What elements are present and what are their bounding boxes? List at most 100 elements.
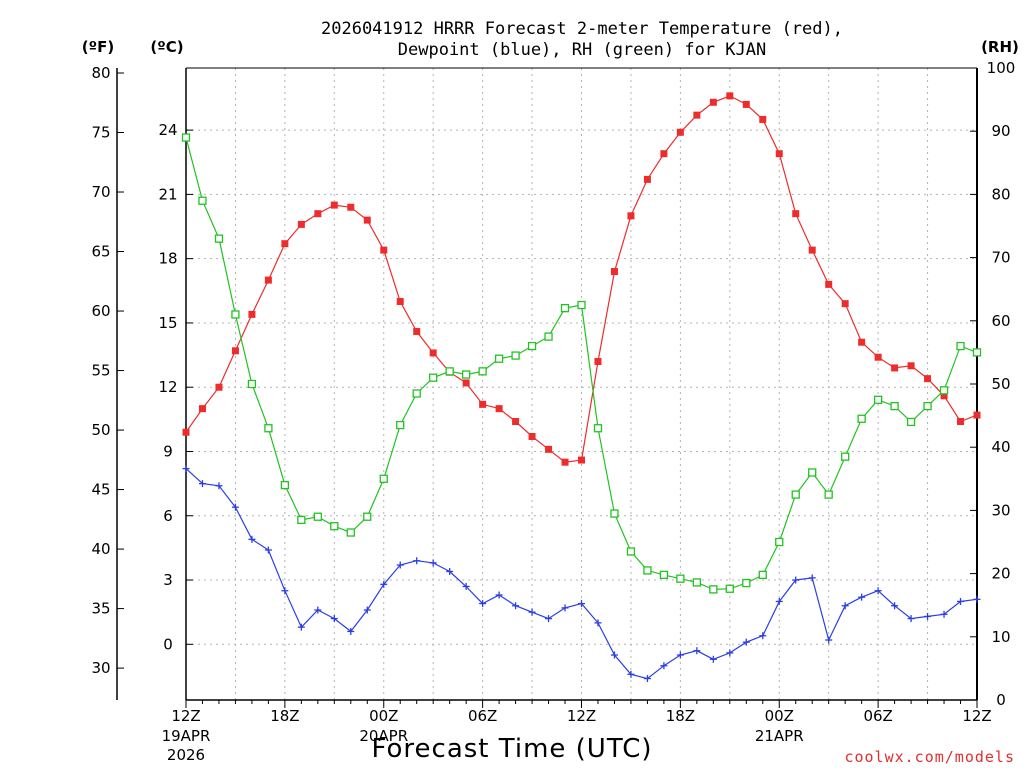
rh-point — [346, 528, 355, 537]
rh-tick-label: 50 — [991, 375, 1010, 393]
x-date-label: 21APR — [755, 727, 804, 745]
chart-title-line2: Dewpoint (blue), RH (green) for KJAN — [398, 40, 766, 60]
dewpoint-point — [182, 465, 190, 473]
temperature-point — [314, 210, 322, 218]
rh-tick-label: 100 — [987, 59, 1016, 77]
temperature-point — [940, 392, 948, 400]
rh-point — [643, 566, 652, 575]
dewpoint-point — [528, 608, 536, 616]
temperature-point — [643, 175, 651, 183]
rh-point — [725, 584, 734, 593]
temperature-point — [297, 220, 305, 228]
temperature-point — [726, 92, 734, 100]
dewpoint-point — [709, 655, 717, 663]
rh-point — [577, 300, 586, 310]
rh-point — [527, 341, 537, 351]
temperature-point — [281, 240, 289, 248]
temperature-point — [231, 347, 239, 355]
fahrenheit-unit-label: (ºF) — [82, 38, 114, 56]
dewpoint-point — [380, 580, 388, 588]
rh-point — [280, 480, 290, 490]
temperature-point — [907, 362, 915, 370]
rh-point — [396, 420, 405, 430]
x-tick-label: 00Z — [765, 707, 794, 725]
dewpoint-point — [347, 627, 355, 635]
celsius-tick-label: 21 — [158, 185, 177, 203]
fahrenheit-tick-label: 75 — [91, 124, 110, 142]
series-2-meter-temperature — [182, 92, 981, 466]
axes — [116, 67, 978, 708]
temperature-point — [792, 210, 800, 218]
rh-point — [478, 367, 487, 376]
dewpoint-point — [561, 604, 569, 612]
x-tick-label: 06Z — [468, 707, 497, 725]
rh-point — [593, 424, 603, 433]
dewpoint-point — [676, 651, 684, 659]
rh-point — [297, 515, 306, 525]
rh-point — [560, 304, 570, 313]
rh-tick-label: 20 — [991, 565, 1010, 583]
temperature-point — [693, 111, 701, 119]
rh-tick-label: 10 — [991, 628, 1010, 646]
dewpoint-point — [643, 675, 651, 683]
fahrenheit-tick-label: 60 — [91, 302, 110, 320]
credit-link[interactable]: coolwx.com/models — [844, 748, 1015, 766]
temperature-point — [512, 417, 520, 425]
fahrenheit-tick-label: 80 — [91, 64, 110, 82]
temperature-point — [891, 364, 899, 372]
fahrenheit-tick-label: 50 — [91, 421, 110, 439]
dewpoint-point — [660, 662, 668, 670]
temperature-point — [462, 379, 470, 387]
rh-point — [659, 570, 669, 580]
dewpoint-point — [874, 587, 882, 595]
rh-point — [923, 401, 932, 411]
dewpoint-point — [924, 612, 932, 620]
rh-unit-label: (RH) — [981, 38, 1019, 56]
dewpoint-point — [858, 593, 866, 601]
rh-tick-label: 90 — [991, 122, 1010, 140]
temperature-point — [479, 400, 487, 408]
temperature-point — [957, 417, 965, 425]
temperature-point — [594, 358, 602, 366]
temperature-point — [808, 246, 816, 254]
x-axis-title: Forecast Time (UTC) — [371, 734, 652, 764]
x-tick-label: 12Z — [567, 707, 596, 725]
rh-point — [313, 512, 322, 521]
dewpoint-point — [413, 557, 421, 565]
dewpoint-point — [957, 597, 965, 605]
dewpoint-point — [792, 576, 800, 584]
temperature-point — [709, 98, 717, 106]
dewpoint-point — [825, 636, 833, 644]
rh-tick-label: 0 — [996, 691, 1006, 709]
dewpoint-point — [297, 623, 305, 631]
fahrenheit-tick-label: 65 — [91, 243, 110, 261]
dewpoint-point — [907, 615, 915, 623]
x-tick-label: 18Z — [666, 707, 695, 725]
dewpoint-point — [808, 574, 816, 582]
temperature-point — [182, 428, 190, 436]
rh-point — [906, 417, 916, 427]
rh-point — [709, 585, 718, 594]
dewpoint-point — [891, 602, 899, 610]
rh-point — [461, 370, 471, 379]
temperature-point — [545, 445, 553, 453]
rh-point — [264, 424, 273, 433]
rh-tick-label: 80 — [991, 185, 1010, 203]
rh-point — [956, 341, 965, 351]
temperature-point — [874, 353, 882, 361]
dewpoint-point — [627, 670, 635, 678]
rh-point — [544, 332, 553, 341]
dewpoint-point — [396, 561, 404, 569]
dewpoint-point — [330, 615, 338, 623]
temperature-point — [578, 456, 585, 464]
rh-point — [494, 354, 504, 363]
dewpoint-point — [231, 503, 239, 511]
dewpoint-point — [594, 619, 602, 627]
celsius-tick-label: 18 — [158, 250, 177, 268]
rh-point — [742, 578, 751, 588]
dewpoint-point — [198, 480, 206, 488]
rh-point — [841, 452, 850, 461]
rh-point — [791, 490, 800, 499]
temperature-point — [347, 203, 355, 211]
